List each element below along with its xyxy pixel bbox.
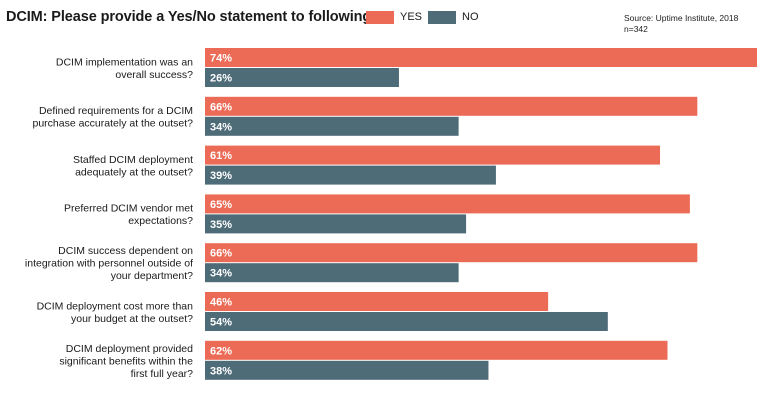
value-label-yes: 74% — [210, 53, 232, 65]
bar-yes — [205, 96, 698, 116]
source-note: Source: Uptime Institute, 2018 n=342 — [624, 13, 738, 35]
category-label: DCIM deployment provided significant bene… — [59, 343, 193, 380]
bar-yes — [205, 243, 698, 263]
source-line: Source: Uptime Institute, 2018 — [624, 13, 739, 23]
bar-no — [205, 312, 608, 331]
value-label-no: 34% — [210, 268, 232, 280]
chart-title: DCIM: Please provide a Yes/No statement … — [6, 9, 376, 25]
bar-no — [205, 360, 489, 380]
value-label-no: 26% — [210, 73, 232, 85]
legend-swatch-yes — [366, 11, 394, 24]
bar-yes — [205, 48, 757, 67]
bar-yes — [205, 340, 668, 360]
bar-no — [205, 214, 467, 234]
value-label-no: 35% — [210, 219, 232, 231]
bar-yes — [205, 145, 661, 165]
category-label: Defined requirements for a DCIM purchase … — [32, 105, 193, 130]
category-label: DCIM implementation was an overall succes… — [56, 56, 193, 81]
value-label-no: 38% — [210, 365, 232, 377]
category-label: Preferred DCIM vendor met expectations? — [64, 203, 193, 228]
value-label-no: 54% — [210, 317, 232, 329]
bar-no — [205, 263, 459, 283]
value-label-yes: 62% — [210, 345, 232, 357]
bar-no — [205, 68, 399, 87]
category-label: Staffed DCIM deployment adequately at the… — [73, 154, 193, 179]
value-label-yes: 65% — [210, 199, 232, 211]
bar-no — [205, 116, 459, 136]
value-label-yes: 66% — [210, 101, 232, 113]
category-label: DCIM success dependent on integration wit… — [25, 245, 193, 282]
legend-swatch-no — [428, 11, 456, 24]
legend-label-yes: YES — [400, 11, 423, 23]
category-label: DCIM deployment cost more than your budge… — [37, 300, 194, 325]
bar-yes — [205, 194, 690, 214]
value-label-yes: 61% — [210, 150, 232, 162]
value-label-yes: 46% — [210, 297, 232, 309]
value-label-yes: 66% — [210, 248, 232, 260]
bar-yes — [205, 292, 549, 311]
bar-no — [205, 165, 496, 185]
legend-label-no: NO — [462, 11, 479, 23]
value-label-no: 39% — [210, 170, 232, 182]
sample-size: n=342 — [624, 24, 648, 34]
value-label-no: 34% — [210, 121, 232, 133]
